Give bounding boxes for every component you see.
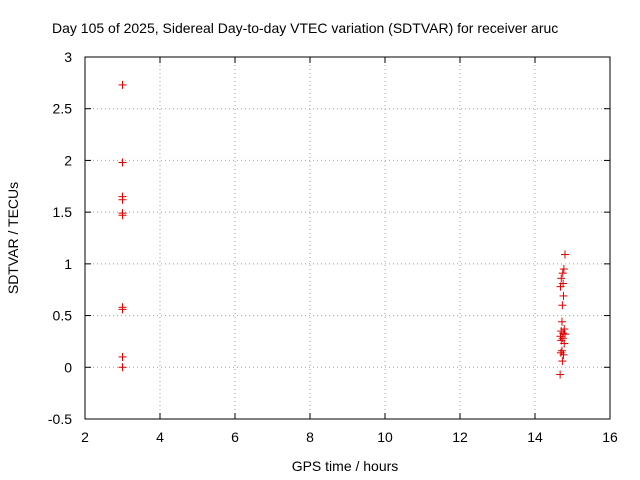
chart-title: Day 105 of 2025, Sidereal Day-to-day VTE… — [52, 20, 558, 36]
data-points — [118, 80, 569, 379]
plot-frame — [84, 56, 611, 420]
x-tick-label: 6 — [231, 429, 239, 445]
data-point — [558, 334, 567, 343]
data-point — [558, 301, 567, 310]
y-tick-label: 3 — [64, 49, 72, 65]
y-tick-label: 2.5 — [53, 101, 73, 117]
y-tick-label: 1.5 — [53, 204, 73, 220]
data-point — [118, 80, 127, 89]
data-point — [561, 330, 569, 339]
data-point — [118, 305, 127, 314]
axis-ticks: 2 4 6 8 10 12 14 16 -0.5 0 0.5 1 1.5 2 2.5 3 — [48, 49, 618, 445]
data-point — [560, 339, 569, 348]
data-point — [559, 350, 568, 359]
x-axis-label: GPS time / hours — [292, 458, 399, 474]
y-tick-label: 2 — [64, 152, 72, 168]
data-point — [558, 269, 567, 278]
data-point — [558, 317, 566, 326]
data-point — [118, 363, 127, 372]
data-point — [118, 195, 127, 204]
y-tick-label: 0.5 — [53, 308, 73, 324]
data-point — [118, 211, 127, 220]
x-tick-label: 10 — [377, 429, 393, 445]
data-point — [558, 357, 567, 366]
x-tick-label: 12 — [452, 429, 468, 445]
x-tick-label: 14 — [527, 429, 543, 445]
x-tick-label: 2 — [81, 429, 89, 445]
y-tick-label: 1 — [64, 256, 72, 272]
y-tick-label: -0.5 — [48, 411, 72, 427]
data-point — [118, 158, 127, 167]
x-tick-label: 16 — [602, 429, 618, 445]
data-point — [561, 250, 569, 259]
x-tick-label: 4 — [156, 429, 164, 445]
data-point — [557, 274, 566, 283]
grid — [85, 57, 610, 419]
data-point — [556, 370, 565, 379]
data-point — [558, 346, 566, 355]
y-axis-label: SDTVAR / TECUs — [5, 182, 21, 294]
x-tick-label: 8 — [306, 429, 314, 445]
data-point — [559, 291, 568, 300]
y-tick-label: 0 — [64, 359, 72, 375]
data-point — [559, 265, 568, 274]
data-point — [556, 282, 565, 291]
data-point — [118, 352, 127, 361]
